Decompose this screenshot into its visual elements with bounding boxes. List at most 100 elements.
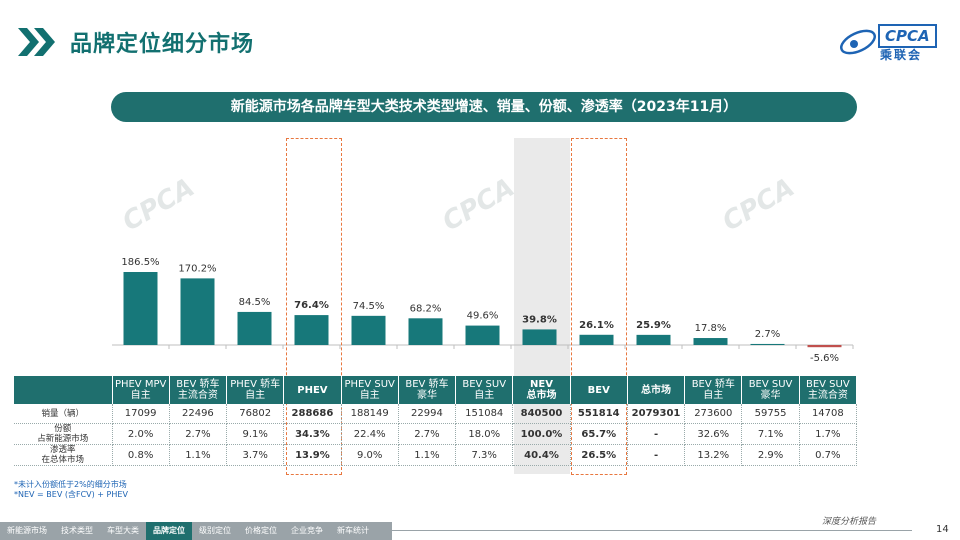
header-line-1: BEV 轿车 — [176, 379, 220, 390]
table-row: 销量（辆） 17099 22496 76802 288686 188149 22994 151… — [14, 404, 858, 424]
table-header-cell: PHEV MPV 自主 — [112, 376, 170, 404]
header-line-2: 豪华 — [760, 390, 781, 401]
data-label: 49.6% — [467, 311, 499, 322]
row-label: 份额 占新能源市场 — [14, 423, 113, 445]
table-cell: 1.1% — [169, 444, 228, 466]
table-cell: - — [627, 423, 686, 445]
table-header-cell: NEV 总市场 — [512, 376, 571, 404]
table-header-cell: BEV 轿车 自主 — [684, 376, 743, 404]
row-label-line: 占新能源市场 — [37, 434, 89, 444]
table-cell: 288686 — [283, 404, 342, 424]
table-cell: 0.7% — [799, 444, 858, 466]
nav-item[interactable]: 新能源市场 — [7, 526, 47, 535]
nav-item[interactable]: 新车统计 — [337, 526, 369, 535]
nav-item[interactable]: 品牌定位 — [146, 522, 192, 540]
table-cell: 59755 — [741, 404, 800, 424]
header-line-2: 主流合资 — [177, 390, 218, 401]
table-cell: 2.0% — [112, 423, 170, 445]
footer-divider — [392, 530, 912, 531]
table-header-cell: BEV — [570, 376, 628, 404]
data-label: 25.9% — [636, 320, 671, 331]
row-label-line: 份额 — [54, 424, 72, 434]
data-label: 76.4% — [294, 300, 329, 311]
data-label: 39.8% — [522, 314, 557, 325]
table-header-cell: BEV SUV 主流合资 — [799, 376, 858, 404]
header-line-2: 自主 — [703, 390, 724, 401]
header-line-2: 自主 — [245, 390, 266, 401]
bar — [522, 329, 557, 345]
header: 品牌定位细分市场 CPCA 乘联会 — [0, 0, 960, 80]
logo-text: CPCA — [878, 24, 937, 48]
table-cell: 76802 — [226, 404, 285, 424]
table-cell: 151084 — [455, 404, 514, 424]
table-cell: 13.9% — [283, 444, 342, 466]
data-label: 84.5% — [239, 297, 271, 308]
table-cell: 40.4% — [512, 444, 571, 466]
data-label: 26.1% — [579, 320, 614, 331]
data-table: PHEV MPV 自主 BEV 轿车 主流合资 PHEV 轿车 自主 PHEV PHEV SU… — [14, 376, 858, 466]
table-header-cell: PHEV SUV 自主 — [341, 376, 399, 404]
header-line-1: BEV SUV — [805, 379, 850, 390]
report-label: 深度分析报告 — [822, 517, 877, 527]
header-line-2: 自主 — [359, 390, 380, 401]
table-cell: 1.7% — [799, 423, 858, 445]
row-label: 渗透率 在总体市场 — [14, 444, 113, 466]
bar — [237, 311, 272, 345]
nav-item[interactable]: 技术类型 — [61, 526, 93, 535]
table-cell: 22994 — [398, 404, 457, 424]
table-cell: 17099 — [112, 404, 170, 424]
footnotes: *未计入份额低于2%的细分市场 *NEV = BEV (含FCV) + PHEV — [14, 480, 128, 500]
page-title: 品牌定位细分市场 — [70, 32, 255, 57]
table-cell: 18.0% — [455, 423, 514, 445]
table-header-cell: BEV SUV 自主 — [455, 376, 514, 404]
table-cell: 100.0% — [512, 423, 571, 445]
phev-highlight-box — [286, 138, 342, 475]
table-cell: 3.7% — [226, 444, 285, 466]
nav-item[interactable]: 级别定位 — [199, 526, 231, 535]
table-header-cell: BEV 轿车 主流合资 — [169, 376, 228, 404]
table-cell: 14708 — [799, 404, 858, 424]
data-label: -5.6% — [810, 353, 839, 364]
table-header-cell: PHEV 轿车 自主 — [226, 376, 285, 404]
table-corner-cell — [14, 376, 113, 404]
row-label-line: 销量（辆） — [41, 408, 84, 419]
page-number: 14 — [936, 524, 949, 535]
cpca-logo-icon — [839, 29, 877, 55]
table-cell: 22496 — [169, 404, 228, 424]
bar — [408, 318, 443, 345]
header-line-2: 总市场 — [526, 390, 557, 401]
table-cell: 9.1% — [226, 423, 285, 445]
header-line-1: PHEV 轿车 — [230, 379, 281, 390]
header-line-1: BEV SUV — [462, 379, 507, 390]
row-label: 销量（辆） — [14, 404, 113, 424]
header-line-2: 豪华 — [416, 390, 437, 401]
bar — [636, 334, 671, 345]
data-label: 74.5% — [353, 301, 385, 312]
table-cell: 32.6% — [684, 423, 743, 445]
nav-item[interactable]: 车型大类 — [107, 526, 139, 535]
double-chevron-icon — [18, 28, 55, 56]
row-label-line: 渗透率 — [49, 445, 76, 455]
table-cell: 2079301 — [627, 404, 686, 424]
header-line-1: BEV SUV — [748, 379, 793, 390]
bar — [579, 334, 614, 345]
table-cell: 2.7% — [398, 423, 457, 445]
table-cell: 840500 — [512, 404, 571, 424]
table-cell: 13.2% — [684, 444, 743, 466]
nav-item[interactable]: 企业竞争 — [291, 526, 323, 535]
data-label: 186.5% — [121, 257, 159, 268]
header-line-1: PHEV — [297, 384, 328, 396]
header-line-1: BEV 轿车 — [691, 379, 735, 390]
table-header-cell: BEV 轿车 豪华 — [398, 376, 457, 404]
bar — [465, 325, 500, 345]
header-line-1: NEV — [530, 379, 553, 390]
table-cell: 0.8% — [112, 444, 170, 466]
bar — [123, 272, 158, 345]
header-line-2: 自主 — [474, 390, 495, 401]
logo-subtitle: 乘联会 — [880, 48, 923, 62]
nav-item[interactable]: 价格定位 — [245, 526, 277, 535]
header-line-1: 总市场 — [641, 384, 672, 396]
table-header-row: PHEV MPV 自主 BEV 轿车 主流合资 PHEV 轿车 自主 PHEV PHEV SU… — [14, 376, 858, 404]
table-cell: 7.1% — [741, 423, 800, 445]
table-row: 渗透率 在总体市场 0.8% 1.1% 3.7% 13.9% 9.0% 1.1% 7.3% 40.… — [14, 444, 858, 466]
